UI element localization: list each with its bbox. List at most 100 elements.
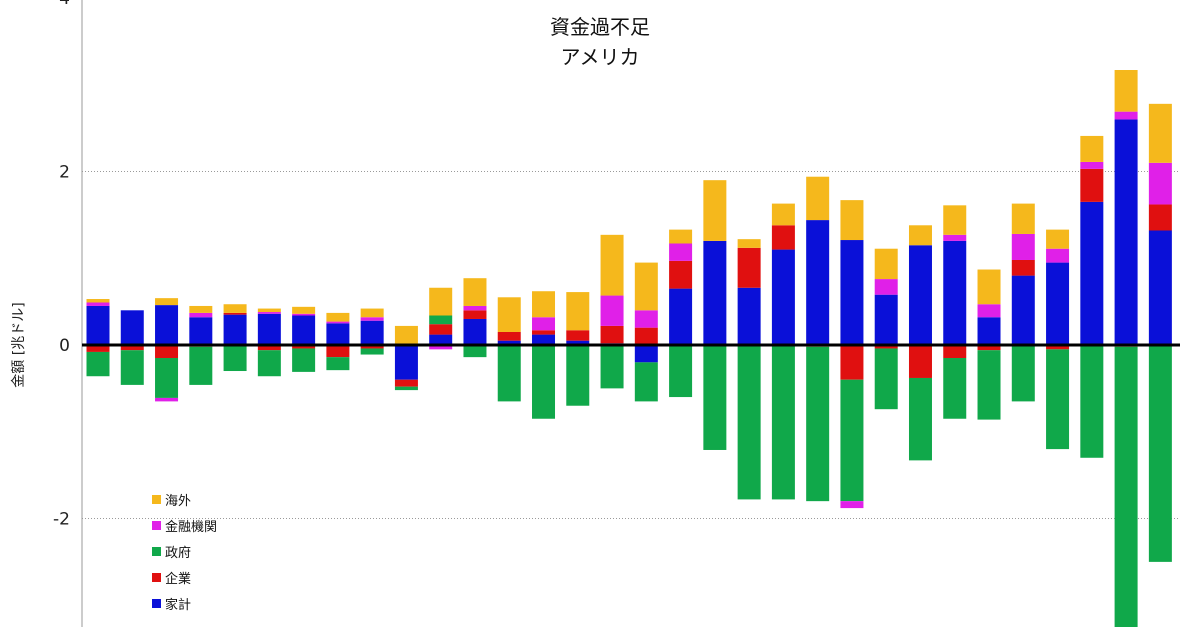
bar-segment — [429, 345, 453, 350]
bar-segment — [223, 314, 247, 345]
bar-segment — [463, 345, 487, 358]
legend-swatch-government — [152, 546, 161, 556]
bar-segment — [977, 269, 1001, 305]
legend-swatch-overseas — [152, 494, 161, 504]
bar-segment — [1080, 135, 1104, 162]
bar-segment — [669, 229, 693, 244]
legend-swatch-household — [152, 598, 161, 608]
bar-segment — [189, 317, 213, 345]
bar-segment — [86, 302, 110, 306]
legend-item-financial: 金融機関 — [152, 512, 217, 538]
bar-segment — [669, 260, 693, 289]
legend-item-household: 家計 — [152, 590, 217, 616]
bar-segment — [360, 308, 384, 318]
bar-segment — [155, 397, 179, 402]
bar-segment — [634, 327, 658, 345]
bar-segment — [977, 317, 1001, 345]
bar-segment — [463, 318, 487, 345]
bar-segment — [943, 240, 967, 345]
bar-segment — [771, 345, 795, 500]
bar-segment — [189, 305, 213, 313]
bar-segment — [1114, 346, 1138, 627]
bar-segment — [1011, 345, 1035, 402]
legend-item-corporate: 企業 — [152, 564, 217, 590]
bar-segment — [326, 312, 350, 322]
bar-segment — [429, 287, 453, 316]
bar-segment — [1046, 262, 1070, 345]
bar-segment — [908, 377, 932, 461]
bar-segment — [1114, 70, 1138, 112]
bar-segment — [155, 298, 179, 306]
legend-label-government: 政府 — [165, 545, 192, 561]
bar-segment — [463, 305, 487, 311]
bar-segment — [429, 324, 453, 335]
bar-segment — [463, 310, 487, 319]
legend-item-overseas: 海外 — [152, 486, 217, 512]
bar-segment — [1148, 345, 1172, 562]
bar-segment — [600, 345, 624, 389]
bar-segment — [703, 345, 727, 450]
bar-segment — [874, 345, 898, 349]
bar-segment — [737, 239, 761, 248]
bar-segment — [532, 330, 556, 335]
bar-segment — [360, 348, 384, 355]
bar-segment — [532, 317, 556, 331]
bar-segment — [257, 345, 281, 351]
bar-segment — [532, 291, 556, 318]
bar-segment — [1148, 162, 1172, 205]
legend-label-household: 家計 — [165, 597, 192, 613]
bar-segment — [497, 345, 521, 402]
bar-segment — [737, 287, 761, 345]
bar-segment — [600, 295, 624, 326]
y-tick-label: 2 — [59, 163, 70, 183]
legend-label-financial: 金融機関 — [165, 519, 218, 535]
bar-segment — [874, 294, 898, 345]
bar-segment — [1011, 233, 1035, 260]
bar-segment — [292, 345, 316, 349]
bar-segment — [532, 345, 556, 419]
bar-segment — [1080, 201, 1104, 345]
bar-segment — [600, 325, 624, 344]
chart-title: 資金過不足 — [550, 15, 650, 39]
bar-segment — [360, 345, 384, 349]
chart-subtitle: アメリカ — [560, 45, 640, 69]
bar-segment — [1011, 275, 1035, 345]
bar-segment — [1148, 230, 1172, 345]
bar-segment — [703, 180, 727, 241]
bar-segment — [1080, 345, 1104, 458]
bar-segment — [394, 379, 418, 387]
legend-item-government: 政府 — [152, 538, 217, 564]
bar-segment — [223, 312, 247, 315]
bar-segment — [977, 350, 1001, 420]
bar-segment — [943, 345, 967, 359]
bar-segment — [874, 279, 898, 295]
bar-segment — [771, 203, 795, 226]
bar-segment — [566, 340, 590, 345]
bar-segment — [120, 310, 144, 345]
bar-segment — [1011, 259, 1035, 276]
bar-segment — [394, 325, 418, 345]
bar-segment — [429, 334, 453, 345]
bar-segment — [429, 315, 453, 325]
bar-segment — [1148, 103, 1172, 163]
bar-segment — [840, 379, 864, 502]
bar-segment — [669, 345, 693, 398]
bar-segment — [566, 292, 590, 331]
bar-segment — [257, 350, 281, 377]
bar-segment — [669, 288, 693, 345]
legend-swatch-corporate — [152, 572, 161, 582]
bar-segment — [634, 310, 658, 328]
bar-segment — [840, 345, 864, 380]
bar-segment — [977, 304, 1001, 318]
bar-segment — [1046, 345, 1070, 350]
bar-segment — [1148, 204, 1172, 231]
bar-segment — [86, 305, 110, 345]
bar-segment — [1011, 203, 1035, 234]
bar-segment — [1114, 119, 1138, 345]
bar-segment — [360, 317, 384, 321]
bar-segment — [86, 345, 110, 352]
bar-segment — [943, 358, 967, 419]
bar-segment — [463, 278, 487, 306]
